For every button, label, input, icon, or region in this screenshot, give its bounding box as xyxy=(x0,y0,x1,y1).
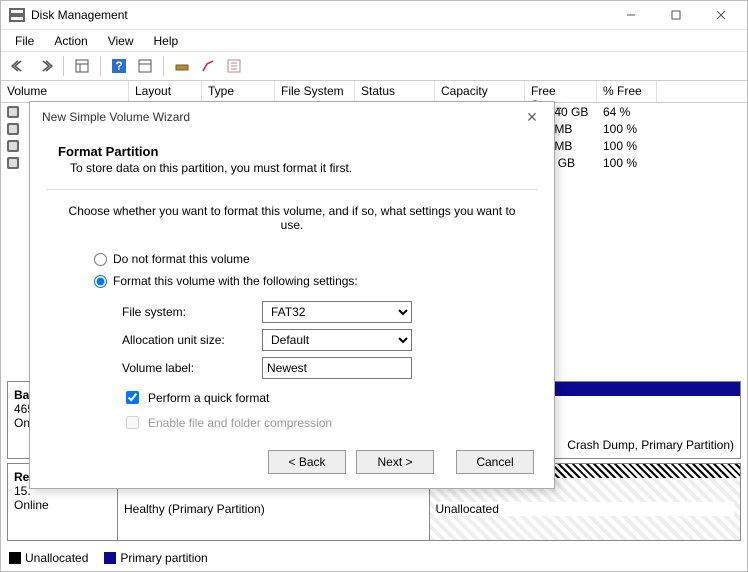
radio-format-label: Format this volume with the following se… xyxy=(113,274,358,288)
app-icon xyxy=(9,8,25,22)
col-volume[interactable]: Volume xyxy=(1,81,129,102)
menu-view[interactable]: View xyxy=(98,32,144,50)
input-volume-label[interactable] xyxy=(262,357,412,379)
window-title: Disk Management xyxy=(31,8,608,22)
menu-help[interactable]: Help xyxy=(144,32,189,50)
toolbar-icon-4[interactable] xyxy=(196,54,220,78)
wizard-close-button[interactable]: ✕ xyxy=(518,109,546,126)
col-capacity[interactable]: Capacity xyxy=(435,81,525,102)
volume-icon xyxy=(7,140,19,152)
checkbox-quick-format[interactable] xyxy=(126,391,139,404)
label-filesystem: File system: xyxy=(122,305,262,319)
label-allocation: Allocation unit size: xyxy=(122,333,262,347)
help-icon[interactable]: ? xyxy=(107,54,131,78)
toolbar: ? xyxy=(1,51,747,81)
menubar: File Action View Help xyxy=(1,29,747,51)
menu-action[interactable]: Action xyxy=(44,32,97,50)
volume-list-header: Volume Layout Type File System Status Ca… xyxy=(1,81,747,103)
wizard-heading: Format Partition xyxy=(50,138,534,161)
wizard-title: New Simple Volume Wizard xyxy=(42,110,518,124)
select-filesystem[interactable]: FAT32 xyxy=(262,301,412,323)
legend-primary: Primary partition xyxy=(104,551,207,565)
volume-icon xyxy=(7,157,19,169)
radio-format[interactable] xyxy=(94,275,107,288)
volume-icon xyxy=(7,106,19,118)
radio-no-format-label: Do not format this volume xyxy=(113,252,250,266)
col-type[interactable]: Type xyxy=(202,81,275,102)
wizard-dialog: New Simple Volume Wizard ✕ Format Partit… xyxy=(29,101,555,489)
legend: Unallocated Primary partition xyxy=(9,551,208,565)
cell-pct: 100 % xyxy=(597,122,657,136)
col-pctfree[interactable]: % Free xyxy=(597,81,657,102)
toolbar-icon-2[interactable] xyxy=(133,54,157,78)
wizard-subheading: To store data on this partition, you mus… xyxy=(50,161,534,179)
minimize-button[interactable] xyxy=(608,1,653,29)
cancel-button[interactable]: Cancel xyxy=(456,450,534,474)
back-button[interactable] xyxy=(7,54,31,78)
disk1-line3: Online xyxy=(14,498,111,512)
svg-text:?: ? xyxy=(115,59,122,73)
checkbox-compression-label: Enable file and folder compression xyxy=(148,416,332,430)
titlebar: Disk Management xyxy=(1,1,747,29)
checkbox-quick-format-label: Perform a quick format xyxy=(148,391,269,405)
wizard-titlebar: New Simple Volume Wizard ✕ xyxy=(30,102,554,132)
next-button[interactable]: Next > xyxy=(356,450,434,474)
checkbox-compression xyxy=(126,416,139,429)
menu-file[interactable]: File xyxy=(5,32,44,50)
wizard-prompt: Choose whether you want to format this v… xyxy=(50,204,534,248)
col-status[interactable]: Status xyxy=(355,81,435,102)
radio-no-format[interactable] xyxy=(94,253,107,266)
back-button[interactable]: < Back xyxy=(268,450,346,474)
toolbar-icon-5[interactable] xyxy=(222,54,246,78)
col-freespace[interactable]: Free Spa... xyxy=(525,81,597,102)
disk1-partB-text: Unallocated xyxy=(436,502,735,516)
toolbar-icon-3[interactable] xyxy=(170,54,194,78)
forward-button[interactable] xyxy=(33,54,57,78)
disk1-partA-text: Healthy (Primary Partition) xyxy=(124,502,423,516)
cell-pct: 100 % xyxy=(597,156,657,170)
col-layout[interactable]: Layout xyxy=(129,81,202,102)
toolbar-icon-1[interactable] xyxy=(70,54,94,78)
volume-icon xyxy=(7,123,19,135)
select-allocation[interactable]: Default xyxy=(262,329,412,351)
close-button[interactable] xyxy=(698,1,743,29)
cell-pct: 64 % xyxy=(597,105,657,119)
cell-pct: 100 % xyxy=(597,139,657,153)
legend-unallocated: Unallocated xyxy=(9,551,88,565)
maximize-button[interactable] xyxy=(653,1,698,29)
label-volume: Volume label: xyxy=(122,361,262,375)
col-filesystem[interactable]: File System xyxy=(275,81,355,102)
